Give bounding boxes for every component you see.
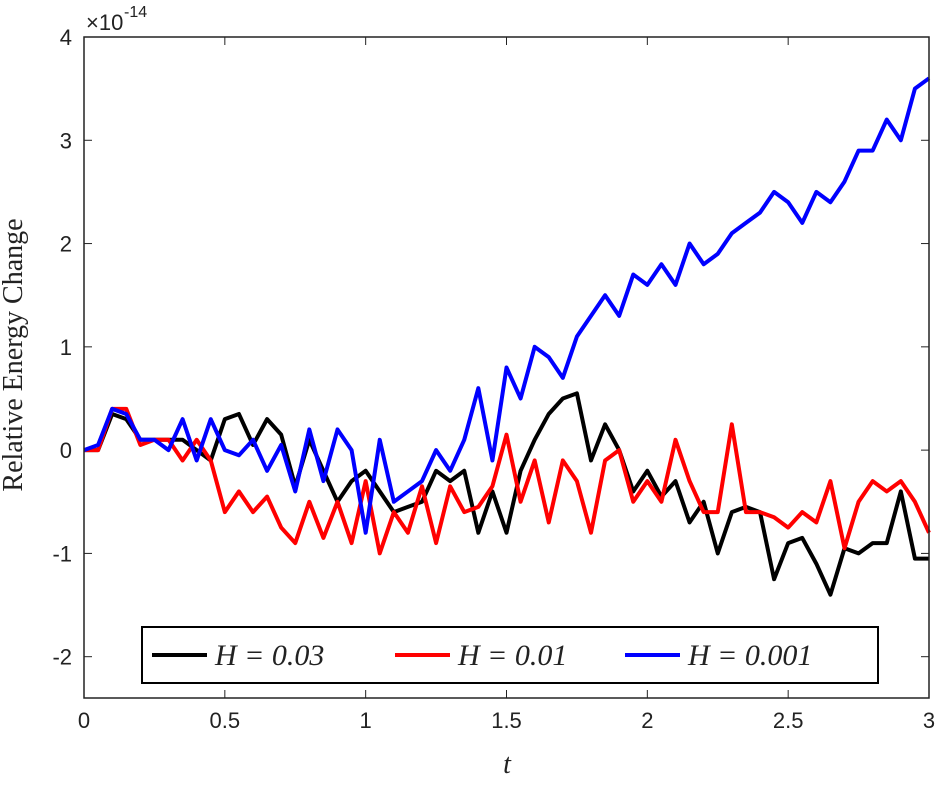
x-tick-label: 0 xyxy=(78,708,90,733)
x-tick-label: 1.5 xyxy=(491,708,522,733)
y-multiplier: ×10 xyxy=(86,10,123,35)
y-tick-label: 2 xyxy=(60,232,72,257)
plot-frame xyxy=(83,36,930,699)
x-tick-label: 1 xyxy=(360,708,372,733)
y-multiplier-exponent: -14 xyxy=(124,4,147,21)
x-axis-label: t xyxy=(503,749,512,780)
y-tick-label: 0 xyxy=(60,438,72,463)
x-tick-label: 3 xyxy=(923,708,935,733)
x-tick-label: 2 xyxy=(641,708,653,733)
y-axis-label: Relative Energy Change xyxy=(0,218,29,491)
x-tick-label: 2.5 xyxy=(773,708,804,733)
x-tick-label: 0.5 xyxy=(210,708,241,733)
legend-label: H = 0.03 xyxy=(214,639,324,672)
series-line xyxy=(83,76,931,535)
series-line xyxy=(84,391,929,597)
legend-label: H = 0.01 xyxy=(457,639,567,672)
y-tick-label: 3 xyxy=(60,128,72,153)
y-tick-label: 1 xyxy=(60,335,72,360)
series-line xyxy=(84,406,931,556)
legend-label: H = 0.001 xyxy=(687,639,812,672)
y-tick-label: 4 xyxy=(60,25,72,50)
y-tick-label: -2 xyxy=(52,645,72,670)
y-tick-label: -1 xyxy=(52,541,72,566)
legend-box xyxy=(141,626,879,684)
